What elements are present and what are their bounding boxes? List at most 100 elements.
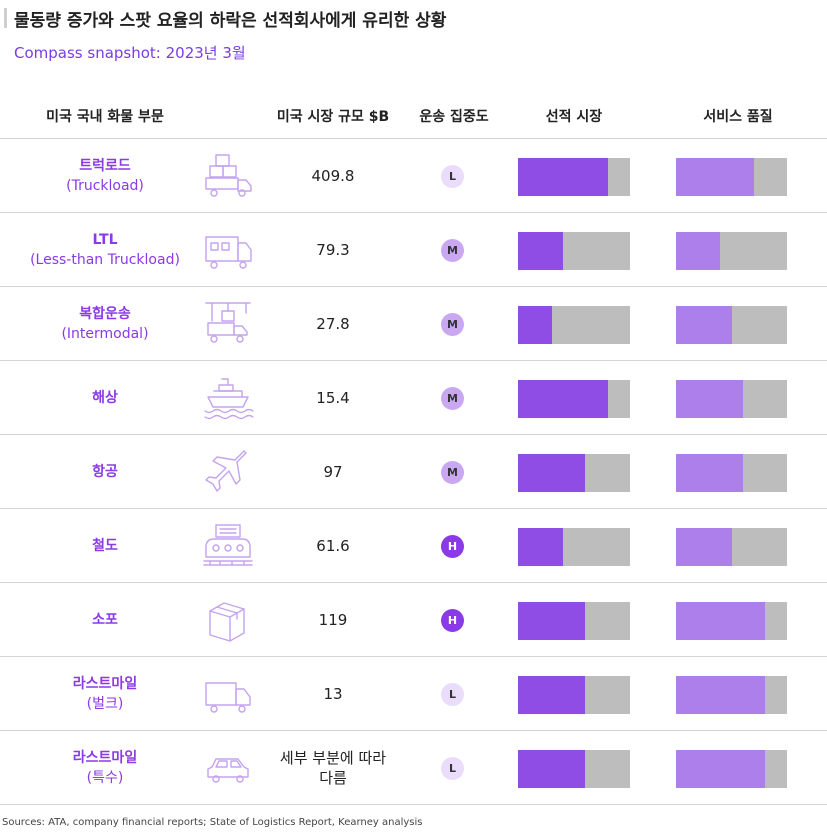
shipper-market-bar bbox=[518, 676, 630, 714]
service-quality-bar bbox=[676, 306, 787, 344]
service-quality-bar bbox=[676, 602, 787, 640]
source-note: Sources: ATA, company financial reports;… bbox=[2, 817, 423, 828]
market-size-value: 409.8 bbox=[311, 167, 355, 185]
mode-subname: (Less-than Truckload) bbox=[30, 252, 180, 268]
market-size-value: 13 bbox=[323, 685, 343, 703]
row-divider bbox=[0, 582, 827, 583]
table-row: 라스트마일 (특수) 세부 부분에 따라 다름 L bbox=[0, 731, 827, 805]
market-size-value: 61.6 bbox=[316, 537, 350, 555]
mode-cell: 철도 bbox=[0, 509, 210, 583]
shipper-market-fill bbox=[518, 306, 552, 344]
concentration-badge: L bbox=[441, 757, 464, 780]
shipper-market-fill bbox=[518, 676, 586, 714]
service-quality-bar bbox=[676, 676, 787, 714]
table-row: 철도 61.6 H bbox=[0, 509, 827, 583]
mode-name: 트럭로드 bbox=[79, 158, 131, 174]
mode-subname: (특수) bbox=[86, 770, 124, 786]
truck-icon bbox=[202, 151, 254, 201]
mode-cell: 트럭로드 (Truckload) bbox=[0, 139, 210, 213]
shipper-market-fill bbox=[518, 454, 586, 492]
header-service: 서비스 품질 bbox=[703, 109, 773, 125]
title-accent-bar bbox=[4, 8, 7, 28]
shipper-market-bar bbox=[518, 306, 630, 344]
market-size-value: 15.4 bbox=[316, 389, 350, 407]
concentration-badge: L bbox=[441, 165, 464, 188]
mode-subname: (Truckload) bbox=[66, 178, 144, 194]
row-divider bbox=[0, 508, 827, 509]
service-quality-fill bbox=[676, 158, 754, 196]
service-quality-bar bbox=[676, 454, 787, 492]
header-concentration: 운송 집중도 bbox=[419, 109, 489, 125]
concentration-badge: M bbox=[441, 313, 464, 336]
mode-cell: 항공 bbox=[0, 435, 210, 509]
service-quality-fill bbox=[676, 528, 732, 566]
mode-name: 라스트마일 bbox=[72, 676, 138, 692]
service-quality-fill bbox=[676, 380, 743, 418]
concentration-badge: M bbox=[441, 239, 464, 262]
service-quality-fill bbox=[676, 454, 743, 492]
service-quality-fill bbox=[676, 232, 721, 270]
mode-name: 소포 bbox=[92, 612, 118, 628]
concentration-badge: M bbox=[441, 461, 464, 484]
mode-subname: (Intermodal) bbox=[61, 326, 149, 342]
mode-cell: 해상 bbox=[0, 361, 210, 435]
row-divider bbox=[0, 360, 827, 361]
row-divider bbox=[0, 804, 827, 805]
service-quality-bar bbox=[676, 380, 787, 418]
table-row: 트럭로드 (Truckload) 409.8 L bbox=[0, 139, 827, 213]
header-size: 미국 시장 규모 $B bbox=[276, 109, 390, 125]
market-size-value: 119 bbox=[318, 611, 348, 629]
mode-cell: 소포 bbox=[0, 583, 210, 657]
header-shipper: 선적 시장 bbox=[545, 109, 603, 125]
service-quality-fill bbox=[676, 602, 765, 640]
mode-cell: LTL (Less-than Truckload) bbox=[0, 213, 210, 287]
row-divider bbox=[0, 286, 827, 287]
table-row: LTL (Less-than Truckload) 79.3 M bbox=[0, 213, 827, 287]
row-divider bbox=[0, 730, 827, 731]
table-row: 라스트마일 (벌크) 13 L bbox=[0, 657, 827, 731]
airplane-icon bbox=[202, 447, 254, 497]
concentration-badge: H bbox=[441, 535, 464, 558]
mode-cell: 복합운송 (Intermodal) bbox=[0, 287, 210, 361]
shipper-market-fill bbox=[518, 380, 608, 418]
ship-icon bbox=[202, 373, 254, 423]
shipper-market-fill bbox=[518, 528, 563, 566]
chart-subtitle: Compass snapshot: 2023년 3월 bbox=[14, 44, 246, 62]
mode-cell: 라스트마일 (벌크) bbox=[0, 657, 210, 731]
parcel-icon bbox=[202, 595, 254, 645]
mode-name: 복합운송 bbox=[79, 306, 131, 322]
concentration-badge: H bbox=[441, 609, 464, 632]
row-divider bbox=[0, 212, 827, 213]
market-size-value: 97 bbox=[323, 463, 343, 481]
table-row: 항공 97 M bbox=[0, 435, 827, 509]
shipper-market-bar bbox=[518, 602, 630, 640]
header-divider bbox=[0, 138, 827, 139]
box-truck-icon bbox=[202, 225, 254, 275]
concentration-badge: M bbox=[441, 387, 464, 410]
service-quality-bar bbox=[676, 232, 787, 270]
concentration-badge: L bbox=[441, 683, 464, 706]
mode-name: 라스트마일 bbox=[72, 750, 138, 766]
mode-name: 항공 bbox=[92, 464, 118, 480]
market-size-value: 79.3 bbox=[316, 241, 350, 259]
mode-name: 철도 bbox=[92, 538, 118, 554]
shipper-market-bar bbox=[518, 380, 630, 418]
table-row: 복합운송 (Intermodal) 27.8 M bbox=[0, 287, 827, 361]
crane-truck-icon bbox=[202, 299, 254, 349]
market-size-value: 27.8 bbox=[316, 315, 350, 333]
shipper-market-bar bbox=[518, 750, 630, 788]
service-quality-bar bbox=[676, 158, 787, 196]
van-icon bbox=[202, 669, 254, 719]
service-quality-fill bbox=[676, 306, 732, 344]
train-icon bbox=[202, 521, 254, 571]
chart-title: 물동량 증가와 스팟 요율의 하락은 선적회사에게 유리한 상황 bbox=[14, 11, 447, 31]
service-quality-bar bbox=[676, 528, 787, 566]
car-icon bbox=[202, 743, 254, 793]
mode-name: LTL bbox=[92, 232, 118, 248]
service-quality-bar bbox=[676, 750, 787, 788]
shipper-market-fill bbox=[518, 750, 586, 788]
header-mode: 미국 국내 화물 부문 bbox=[46, 109, 164, 125]
shipper-market-fill bbox=[518, 232, 563, 270]
row-divider bbox=[0, 656, 827, 657]
shipper-market-bar bbox=[518, 454, 630, 492]
